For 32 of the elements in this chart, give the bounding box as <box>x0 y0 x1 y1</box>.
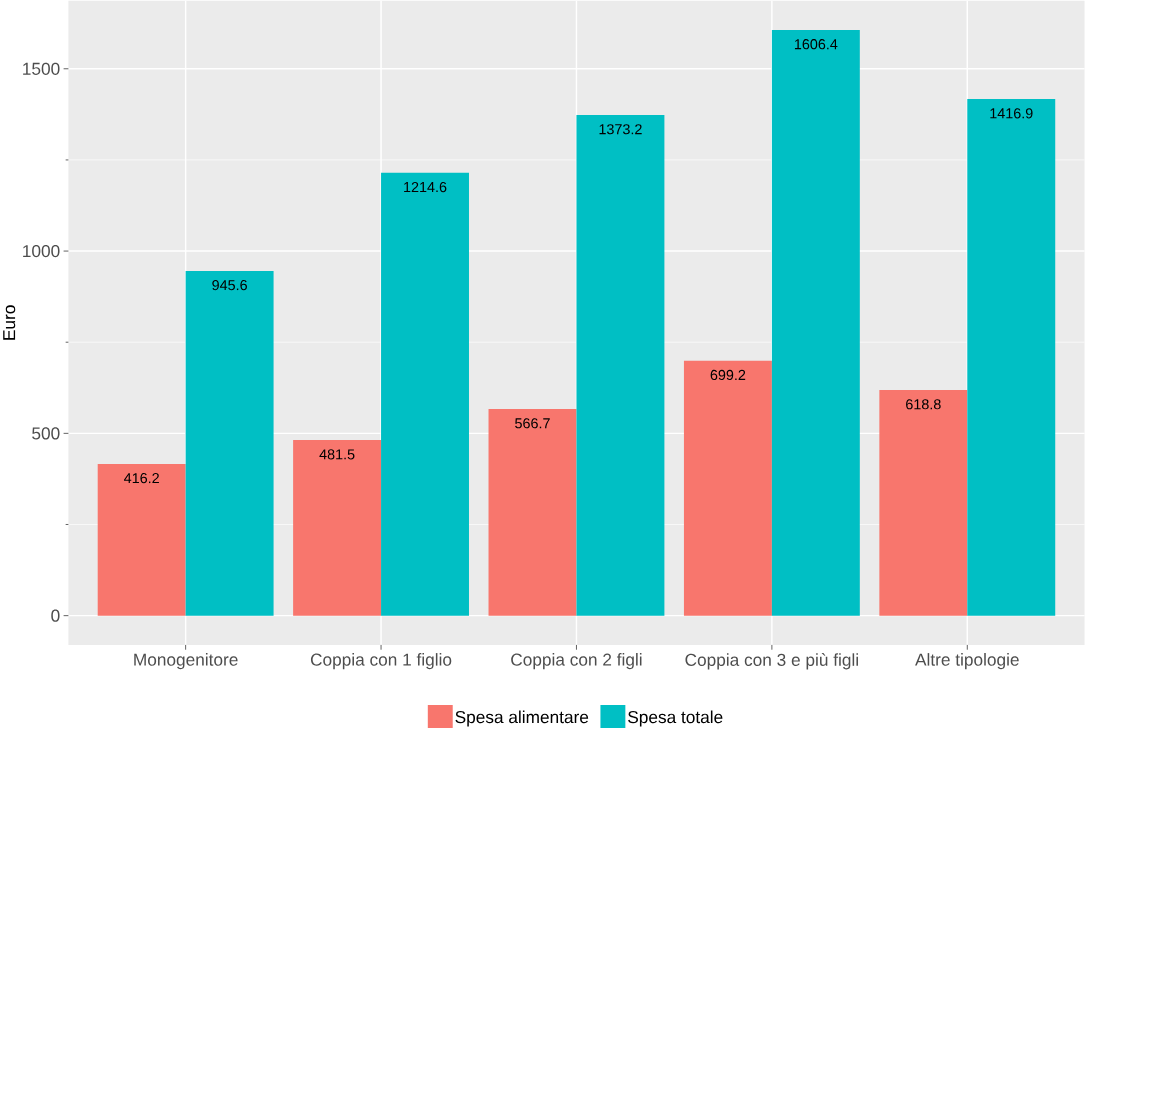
bar <box>381 172 469 616</box>
x-tick-label: Coppia con 3 e più figli <box>685 653 858 670</box>
bar <box>488 409 577 616</box>
bar <box>576 115 665 616</box>
y-tick-label: 1500 <box>23 62 60 75</box>
bar <box>879 390 968 616</box>
bar <box>683 360 772 616</box>
x-tick-label: Altre tipologie <box>915 653 1019 670</box>
bar <box>293 440 382 616</box>
data-label: 699.2 <box>710 369 746 381</box>
x-tick-label: Coppia con 2 figli <box>511 653 642 670</box>
y-tick-label: 500 <box>32 427 60 440</box>
legend-label: Spesa totale <box>628 710 723 727</box>
x-tick-label: Coppia con 1 figlio <box>310 653 452 670</box>
bar <box>185 270 274 616</box>
y-tick-label: 1000 <box>23 245 60 258</box>
y-tick-label: 0 <box>51 609 60 622</box>
data-label: 618.8 <box>906 399 941 410</box>
data-label: 1606.4 <box>794 39 838 50</box>
data-label: 1373.2 <box>599 124 642 135</box>
x-tick-label: Monogenitore <box>134 653 238 670</box>
data-label: 566.7 <box>515 418 550 429</box>
y-axis-title: Euro <box>3 305 16 340</box>
bar <box>967 99 1056 616</box>
data-label: 416.2 <box>124 473 159 484</box>
legend-label: Spesa alimentare <box>455 710 589 727</box>
data-label: 1214.6 <box>404 182 447 193</box>
data-label: 1416.9 <box>990 108 1033 119</box>
bar <box>771 30 860 616</box>
bar <box>97 463 186 616</box>
data-label: 945.6 <box>212 280 247 291</box>
data-label: 481.5 <box>319 449 355 460</box>
